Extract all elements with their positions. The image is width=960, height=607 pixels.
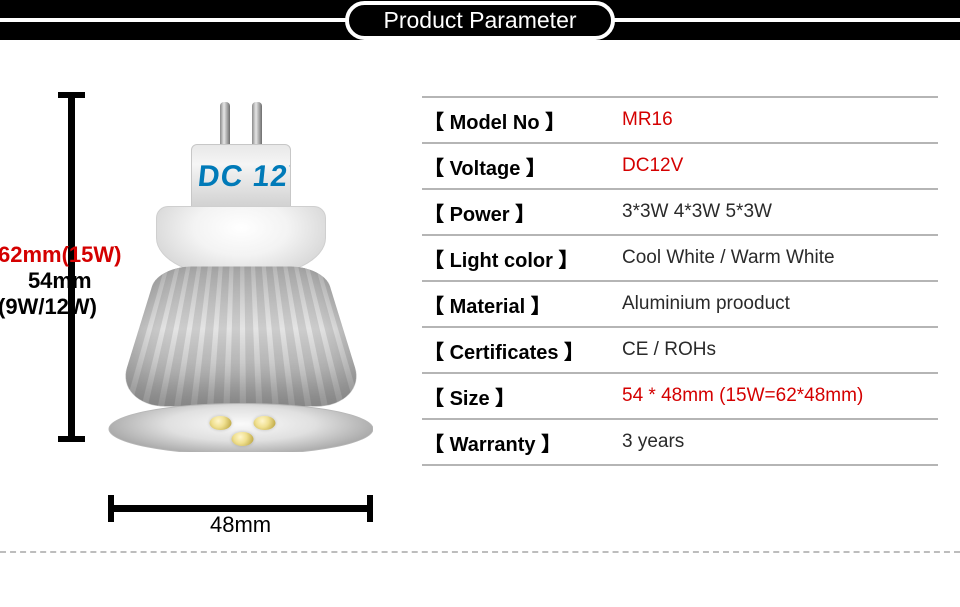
spec-value: 54 * 48mm (15W=62*48mm) (622, 385, 863, 407)
spec-label: 【 Model No 】 (422, 106, 622, 135)
spec-value: Aluminium prooduct (622, 293, 790, 315)
spec-label: 【 Size 】 (422, 382, 622, 411)
spec-value: 3 years (622, 431, 684, 453)
height-dimension-label: 62mm(15W) 54mm (9W/12W) (0, 242, 121, 320)
spec-row: 【 Material 】 Aluminium prooduct (422, 280, 938, 328)
spec-label: 【 Light color 】 (422, 244, 622, 273)
spec-row: 【 Light color 】 Cool White / Warm White (422, 234, 938, 282)
spec-label: 【 Warranty 】 (422, 428, 622, 457)
width-dimension-label: 48mm (210, 512, 271, 538)
bulb-illustration: DC 12V (108, 102, 373, 452)
spec-label: 【 Power 】 (422, 198, 622, 227)
product-diagram: 62mm(15W) 54mm (9W/12W) 48mm DC 12V (0, 92, 420, 532)
spec-row: 【 Voltage 】 DC12V (422, 142, 938, 190)
content: 62mm(15W) 54mm (9W/12W) 48mm DC 12V (0, 40, 960, 532)
heatsink-fins (114, 267, 366, 407)
height-15w: 62mm(15W) (0, 242, 121, 268)
spec-value: Cool White / Warm White (622, 247, 835, 269)
spec-row: 【 Warranty 】 3 years (422, 418, 938, 466)
bulb-base: DC 12V (191, 144, 291, 210)
spec-row: 【 Model No 】 MR16 (422, 96, 938, 144)
led-icon (231, 432, 253, 446)
spec-row: 【 Power 】 3*3W 4*3W 5*3W (422, 188, 938, 236)
spec-label: 【 Voltage 】 (422, 152, 622, 181)
pin (252, 102, 262, 148)
bulb-pins (220, 102, 262, 148)
led-icon (253, 416, 275, 430)
spec-row: 【 Certificates 】 CE / ROHs (422, 326, 938, 374)
height-alt: 54mm (0, 268, 121, 294)
spec-label: 【 Certificates 】 (422, 336, 622, 365)
height-alt2: (9W/12W) (0, 294, 121, 320)
spec-table: 【 Model No 】 MR16 【 Voltage 】 DC12V 【 Po… (420, 92, 960, 532)
horizontal-dimension-bar (108, 505, 373, 512)
spec-label: 【 Material 】 (422, 290, 622, 319)
pin (220, 102, 230, 148)
banner-title: Product Parameter (345, 1, 614, 40)
banner: Product Parameter (0, 0, 960, 40)
spec-value: MR16 (622, 109, 673, 131)
dashed-separator (0, 551, 960, 553)
spec-value: DC12V (622, 155, 683, 177)
bulb-heatsink (108, 262, 373, 452)
bulb-face (108, 403, 373, 452)
led-icon (209, 416, 231, 430)
spec-value: CE / ROHs (622, 339, 716, 361)
base-label: DC 12V (191, 160, 291, 194)
spec-value: 3*3W 4*3W 5*3W (622, 201, 772, 223)
spec-row: 【 Size 】 54 * 48mm (15W=62*48mm) (422, 372, 938, 420)
